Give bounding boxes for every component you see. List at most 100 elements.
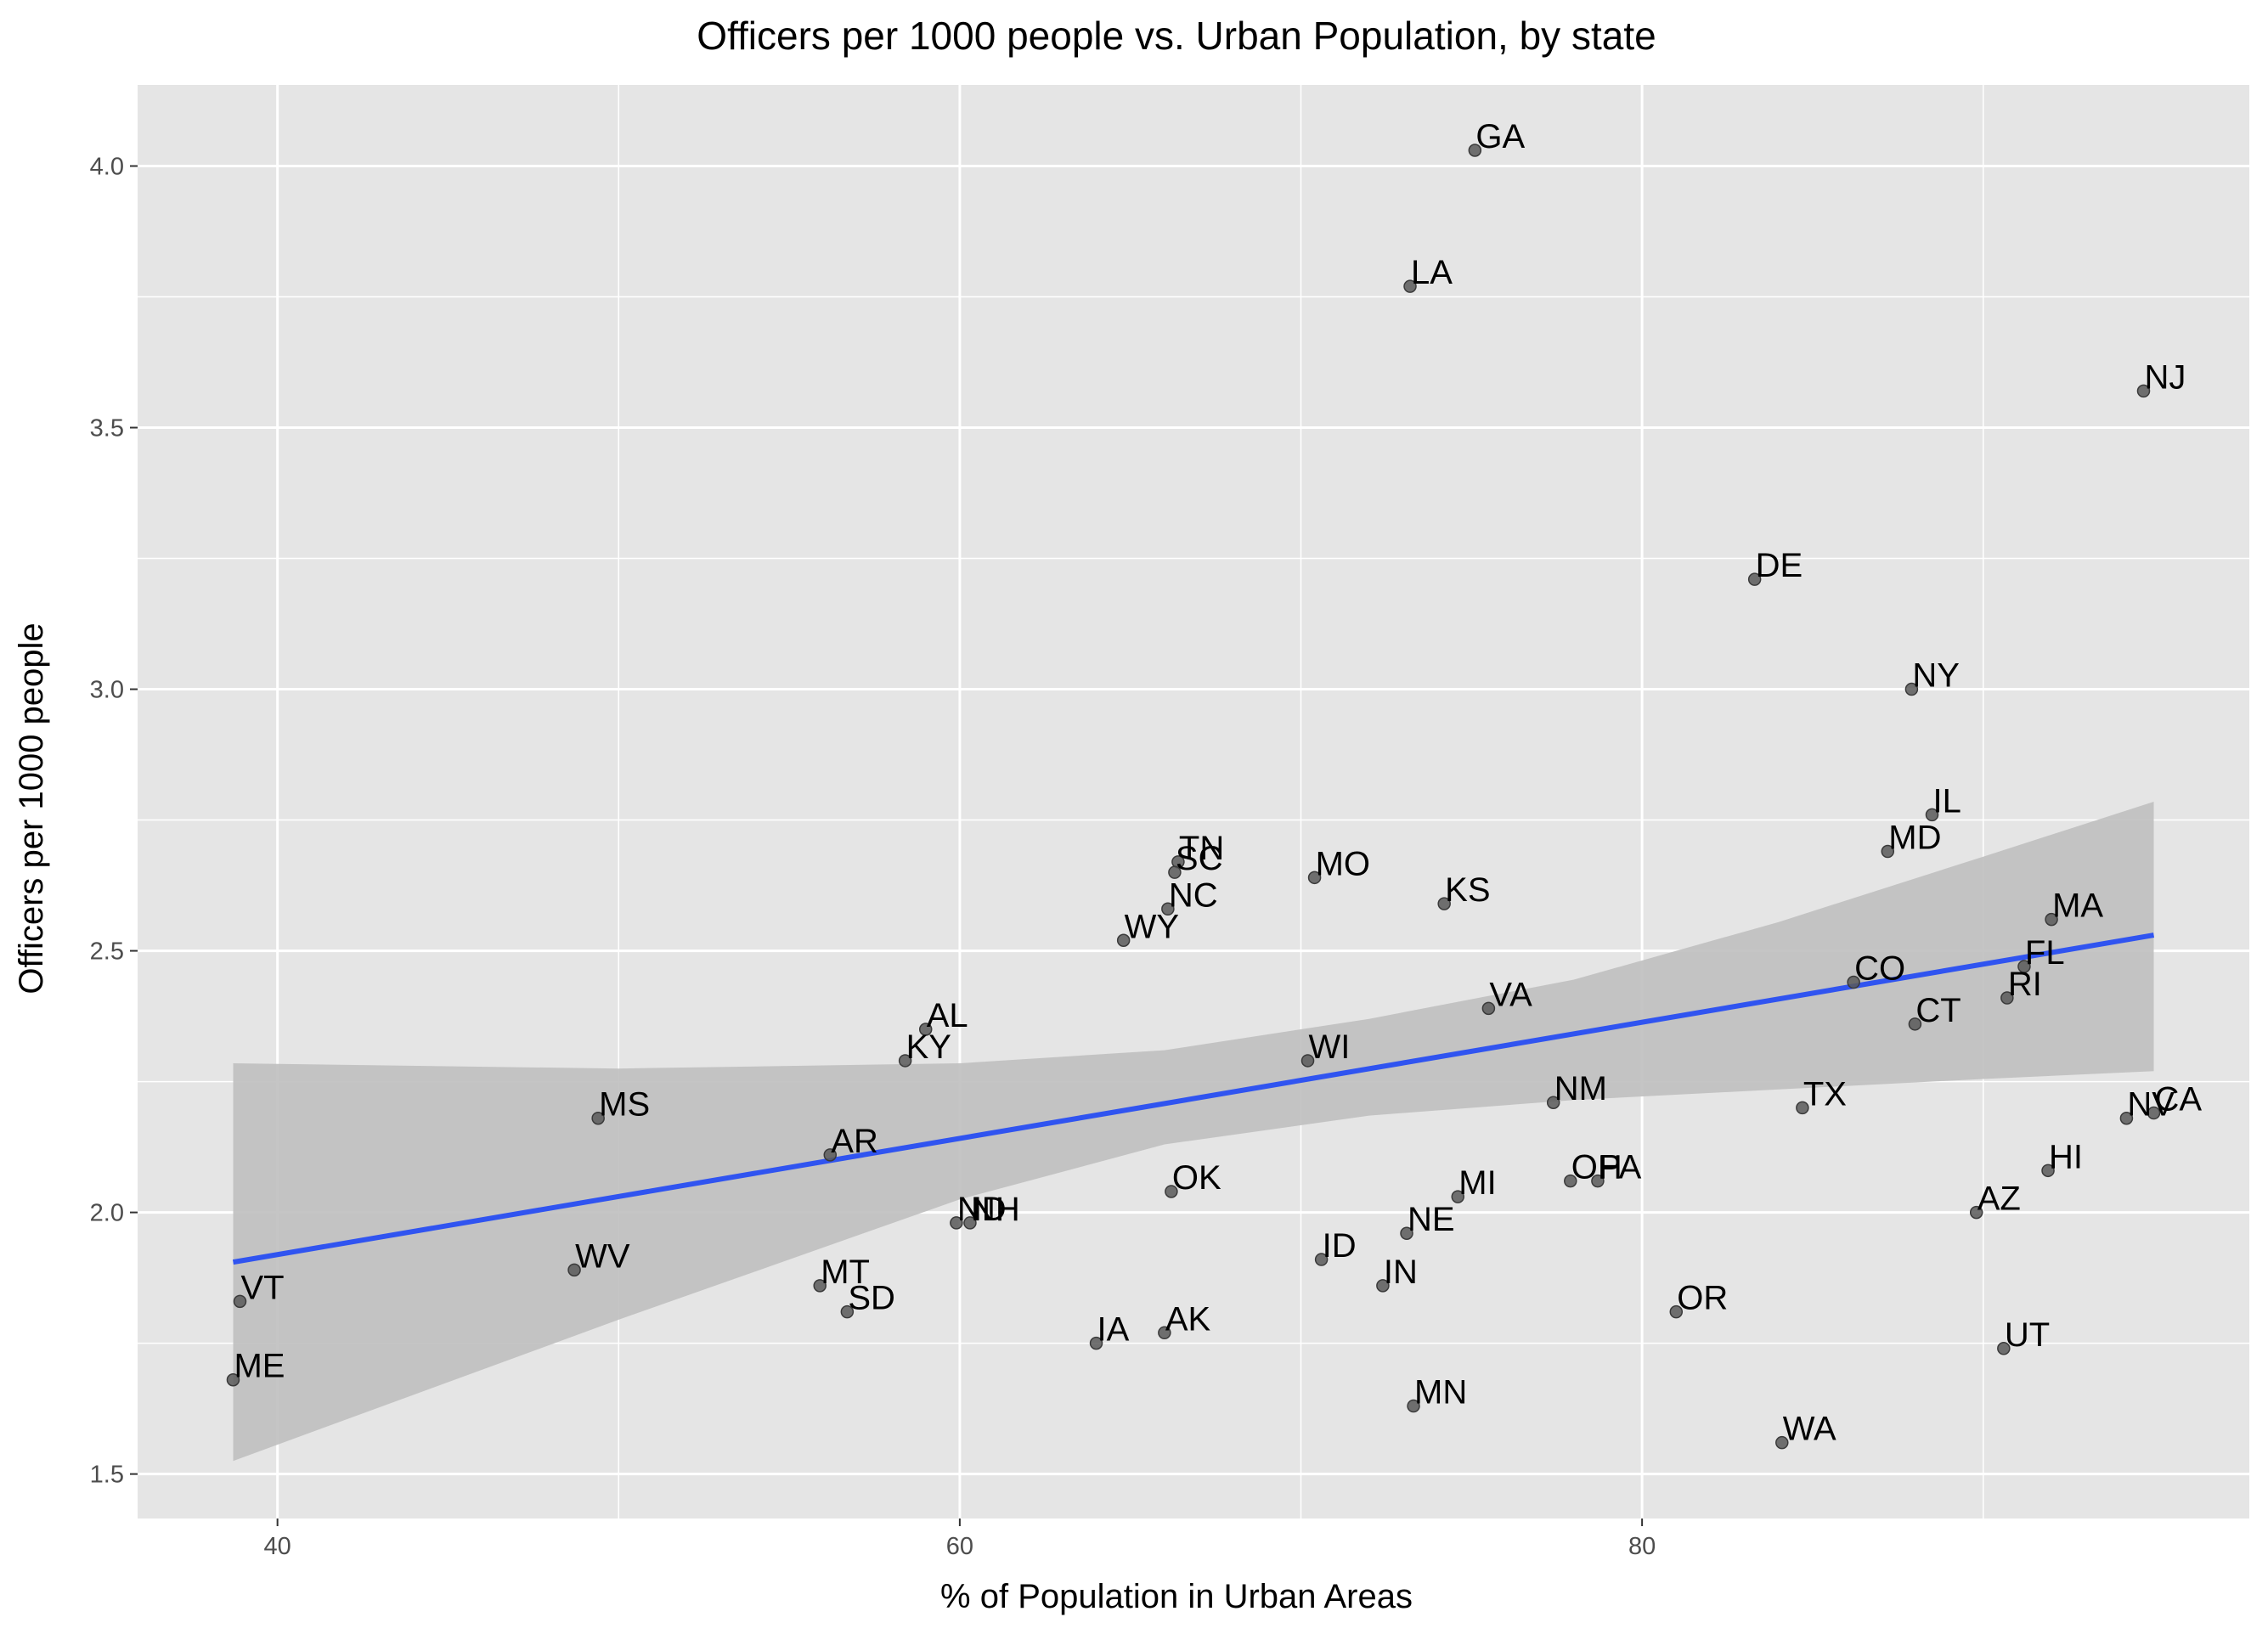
point-nd bbox=[950, 1216, 963, 1230]
point-va bbox=[1481, 1001, 1496, 1016]
point-ks bbox=[1437, 897, 1451, 910]
point-de bbox=[1747, 572, 1762, 586]
point-label-sd: SD bbox=[848, 1280, 895, 1317]
point-ri bbox=[2000, 991, 2014, 1005]
point-label-ca: CA bbox=[2155, 1081, 2203, 1118]
point-label-tx: TX bbox=[1803, 1075, 1847, 1113]
point-id bbox=[1314, 1253, 1329, 1266]
point-label-ct: CT bbox=[1915, 992, 1961, 1029]
y-axis-title: Officers per 1000 people bbox=[13, 623, 50, 994]
point-nm bbox=[1546, 1096, 1560, 1109]
x-tick-label: 40 bbox=[264, 1533, 291, 1560]
point-mt bbox=[813, 1279, 827, 1293]
point-label-ky: KY bbox=[906, 1028, 951, 1066]
point-ms bbox=[591, 1111, 605, 1125]
point-md bbox=[1881, 844, 1895, 859]
point-label-oh: OH bbox=[1571, 1149, 1622, 1186]
point-label-ny: NY bbox=[1912, 657, 1960, 695]
point-wy bbox=[1116, 933, 1131, 948]
point-nv bbox=[2119, 1111, 2134, 1125]
point-label-co: CO bbox=[1854, 950, 1905, 988]
point-ia bbox=[1089, 1336, 1103, 1350]
point-label-mn: MN bbox=[1414, 1374, 1467, 1411]
x-tick-label: 80 bbox=[1628, 1533, 1656, 1560]
point-ky bbox=[898, 1054, 912, 1068]
point-label-wa: WA bbox=[1783, 1411, 1836, 1448]
point-label-ks: KS bbox=[1445, 871, 1490, 909]
y-tick-label: 3.0 bbox=[90, 677, 124, 704]
point-ut bbox=[1997, 1342, 2011, 1355]
point-label-fl: FL bbox=[2025, 934, 2065, 972]
point-label-ga: GA bbox=[1475, 118, 1525, 155]
point-label-ut: UT bbox=[2005, 1316, 2050, 1354]
point-label-mo: MO bbox=[1316, 845, 1370, 882]
trend-line-layer bbox=[232, 933, 2155, 1265]
point-vt bbox=[233, 1294, 247, 1309]
y-tick-label: 2.0 bbox=[90, 1200, 124, 1227]
point-label-ar: AR bbox=[831, 1123, 878, 1160]
confidence-band-layer bbox=[233, 802, 2154, 1462]
point-la bbox=[1403, 279, 1417, 293]
point-label-wv: WV bbox=[575, 1237, 630, 1275]
point-label-pa: PA bbox=[1599, 1149, 1642, 1186]
point-pa bbox=[1591, 1174, 1605, 1188]
x-tick-label: 60 bbox=[946, 1533, 973, 1560]
point-oh bbox=[1564, 1174, 1577, 1188]
point-nc bbox=[1161, 902, 1175, 916]
point-label-de: DE bbox=[1756, 547, 1803, 584]
point-label-nv: NV bbox=[2127, 1086, 2175, 1124]
point-mo bbox=[1307, 871, 1322, 885]
point-label-il: IL bbox=[1932, 782, 1961, 820]
point-nh bbox=[963, 1216, 977, 1230]
point-label-ok: OK bbox=[1172, 1159, 1221, 1197]
point-label-me: ME bbox=[234, 1348, 285, 1385]
point-label-ma: MA bbox=[2052, 887, 2103, 925]
point-label-ri: RI bbox=[2008, 966, 2042, 1003]
point-label-al: AL bbox=[927, 997, 968, 1034]
point-ca bbox=[2147, 1106, 2161, 1120]
point-ny bbox=[1904, 682, 1919, 696]
point-label-la: LA bbox=[1411, 254, 1453, 291]
point-label-nh: NH bbox=[971, 1191, 1020, 1228]
point-label-tn: TN bbox=[1179, 830, 1224, 867]
point-in bbox=[1376, 1279, 1390, 1293]
point-hi bbox=[2041, 1164, 2055, 1178]
point-label-ms: MS bbox=[599, 1086, 650, 1124]
point-label-md: MD bbox=[1888, 820, 1941, 857]
point-ak bbox=[1158, 1326, 1171, 1340]
point-ma bbox=[2045, 912, 2058, 927]
point-ct bbox=[1908, 1017, 1922, 1031]
point-or bbox=[1669, 1304, 1684, 1319]
point-label-nd: ND bbox=[957, 1191, 1007, 1228]
point-co bbox=[1847, 975, 1860, 989]
point-sd bbox=[840, 1304, 855, 1319]
point-me bbox=[226, 1372, 240, 1387]
point-mn bbox=[1407, 1399, 1420, 1413]
point-mi bbox=[1451, 1190, 1465, 1203]
point-label-nc: NC bbox=[1169, 876, 1218, 914]
y-tick-label: 1.5 bbox=[90, 1462, 124, 1489]
confidence-band bbox=[233, 802, 2154, 1462]
point-label-in: IN bbox=[1384, 1254, 1418, 1291]
point-wi bbox=[1300, 1054, 1315, 1068]
point-tx bbox=[1796, 1101, 1809, 1115]
point-label-va: VA bbox=[1489, 976, 1532, 1013]
point-label-ak: AK bbox=[1165, 1300, 1211, 1338]
point-label-ia: IA bbox=[1097, 1311, 1130, 1349]
axes: 40 60 80 1.5 2.0 2.5 3.0 3.5 4.0 bbox=[90, 153, 1656, 1560]
point-wa bbox=[1775, 1435, 1789, 1450]
point-ar bbox=[823, 1148, 838, 1162]
point-il bbox=[1925, 808, 1939, 822]
chart-title: Officers per 1000 people vs. Urban Popul… bbox=[697, 14, 1656, 58]
point-label-az: AZ bbox=[1977, 1180, 2021, 1218]
point-ok bbox=[1165, 1185, 1178, 1198]
point-label-or: OR bbox=[1677, 1280, 1728, 1317]
point-label-ne: NE bbox=[1408, 1201, 1455, 1238]
y-tick-label: 2.5 bbox=[90, 938, 124, 966]
point-label-vt: VT bbox=[240, 1269, 284, 1306]
point-nj bbox=[2136, 384, 2151, 398]
y-tick-label: 3.5 bbox=[90, 415, 124, 442]
point-sc bbox=[1168, 865, 1182, 879]
